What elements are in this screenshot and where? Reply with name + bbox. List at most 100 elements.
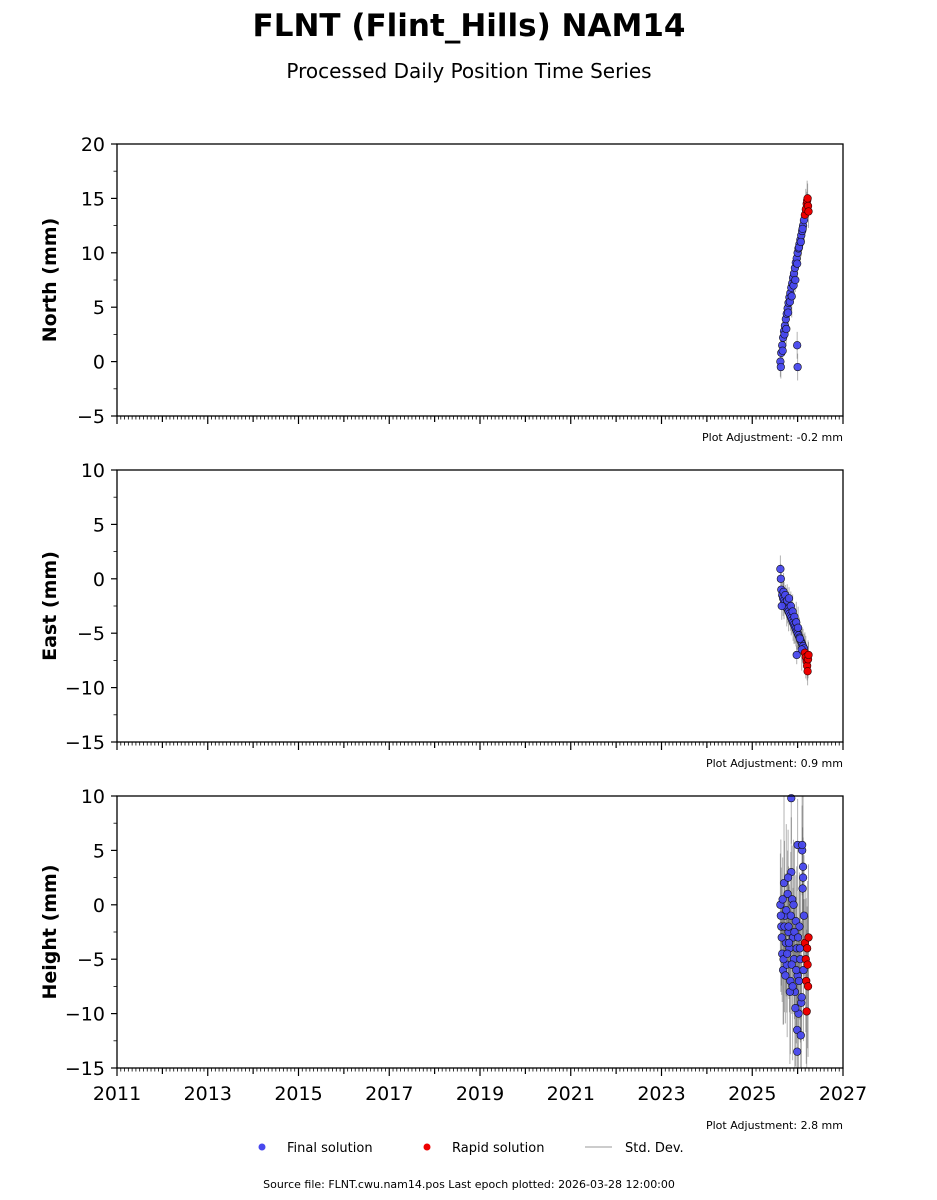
final-point: [776, 362, 785, 372]
y-axis-label: Height (mm): [39, 864, 61, 999]
plot-adjustment-label: Plot Adjustment: 2.8 mm: [706, 1119, 843, 1132]
final-point: [791, 1004, 800, 1013]
final-point: [789, 900, 798, 909]
panel-1: −15 −10 −5 0 5 10 East (mm) Plot Adjustment: 0.…: [39, 460, 844, 770]
final-point: [799, 965, 808, 975]
y-tick-label: −15: [65, 732, 105, 754]
final-point: [784, 922, 793, 931]
final-point: [776, 574, 785, 583]
final-point: [794, 976, 804, 986]
y-tick-label: 10: [81, 243, 105, 265]
final-point: [799, 911, 809, 920]
rapid-point: [803, 944, 812, 953]
rapid-point: [803, 194, 812, 203]
final-point: [784, 938, 794, 947]
final-point: [792, 650, 801, 660]
y-tick-label: 5: [93, 297, 105, 319]
y-tick-label: −5: [77, 949, 105, 971]
final-point: [779, 878, 789, 888]
final-point: [787, 292, 796, 301]
final-point: [783, 889, 792, 899]
final-point: [792, 965, 801, 975]
final-point: [793, 1047, 802, 1056]
final-point: [793, 259, 802, 268]
final-point: [777, 933, 786, 942]
final-point: [793, 341, 802, 350]
plot-adjustment-label: Plot Adjustment: 0.9 mm: [706, 757, 843, 770]
final-point: [793, 933, 803, 942]
y-tick-label: 0: [93, 895, 105, 917]
y-tick-label: −10: [65, 1004, 105, 1026]
y-tick-label: −15: [65, 1058, 105, 1080]
final-point: [776, 564, 785, 574]
final-point: [784, 594, 794, 603]
axes-frame: [116, 795, 844, 1069]
y-tick-label: 0: [93, 352, 105, 374]
panel-2: −15 −10 −5 0 5 10 2011 2013 2015 2017 2019 2021 2023…: [39, 786, 867, 1132]
y-axis-label: East (mm): [39, 551, 61, 661]
x-tick-label: 2015: [274, 1083, 322, 1105]
final-point: [793, 362, 802, 372]
legend: Final solution Rapid solution Std. Dev.: [258, 1141, 684, 1156]
final-point: [795, 922, 804, 931]
panel-0: −5 0 5 10 15 20 North (mm) Plot Adjustment: -0.…: [39, 134, 844, 444]
rapid-point: [804, 933, 813, 942]
source-footer: Source file: FLNT.cwu.nam14.pos Last epo…: [263, 1178, 675, 1191]
final-point: [787, 960, 796, 969]
final-point: [778, 346, 787, 355]
legend-final-label: Final solution: [287, 1141, 373, 1156]
x-tick-label: 2021: [547, 1083, 595, 1105]
rapid-point: [804, 650, 813, 660]
final-point: [783, 873, 793, 882]
final-point: [795, 634, 804, 643]
final-point: [797, 993, 806, 1002]
y-tick-label: 10: [81, 460, 105, 482]
final-point: [798, 840, 807, 850]
final-point: [796, 1031, 805, 1040]
final-point: [798, 862, 808, 871]
y-tick-label: 5: [93, 514, 105, 536]
rapid-point: [802, 1007, 811, 1016]
legend-final-marker: [258, 1143, 266, 1151]
legend-std-label: Std. Dev.: [625, 1141, 684, 1156]
y-tick-label: 5: [93, 840, 105, 862]
x-tick-label: 2017: [365, 1083, 413, 1105]
x-tick-label: 2011: [93, 1083, 141, 1105]
final-point: [783, 949, 792, 958]
final-point: [788, 982, 797, 991]
chart-title: FLNT (Flint_Hills) NAM14: [253, 8, 686, 44]
y-tick-label: −5: [77, 406, 105, 428]
final-point: [777, 601, 786, 611]
x-tick-label: 2025: [728, 1083, 776, 1105]
rapid-point: [803, 667, 812, 676]
axes-frame: [116, 143, 844, 417]
y-tick-label: 15: [81, 188, 105, 210]
final-point: [798, 224, 807, 233]
legend-rapid-label: Rapid solution: [452, 1141, 544, 1156]
x-tick-label: 2013: [184, 1083, 232, 1105]
final-point: [782, 324, 791, 334]
plot-adjustment-label: Plot Adjustment: -0.2 mm: [702, 431, 843, 444]
axes-frame: [116, 469, 844, 743]
final-point: [798, 884, 807, 893]
y-tick-label: 0: [93, 569, 105, 591]
panels: −5 0 5 10 15 20 North (mm) Plot Adjustment: -0.…: [39, 134, 867, 1132]
final-point: [798, 873, 808, 882]
rapid-point: [803, 960, 812, 969]
legend-rapid-marker: [423, 1143, 431, 1151]
y-tick-label: −5: [77, 623, 105, 645]
final-point: [786, 911, 795, 920]
final-point: [778, 895, 787, 904]
rapid-point: [804, 207, 813, 216]
final-point: [791, 275, 800, 285]
final-point: [782, 906, 791, 915]
x-tick-label: 2019: [456, 1083, 504, 1105]
final-point: [776, 911, 785, 920]
final-point: [796, 237, 805, 247]
x-tick-label: 2027: [819, 1083, 867, 1105]
y-tick-label: 20: [81, 134, 105, 156]
chart-subtitle: Processed Daily Position Time Series: [286, 59, 651, 83]
y-tick-label: −10: [65, 678, 105, 700]
